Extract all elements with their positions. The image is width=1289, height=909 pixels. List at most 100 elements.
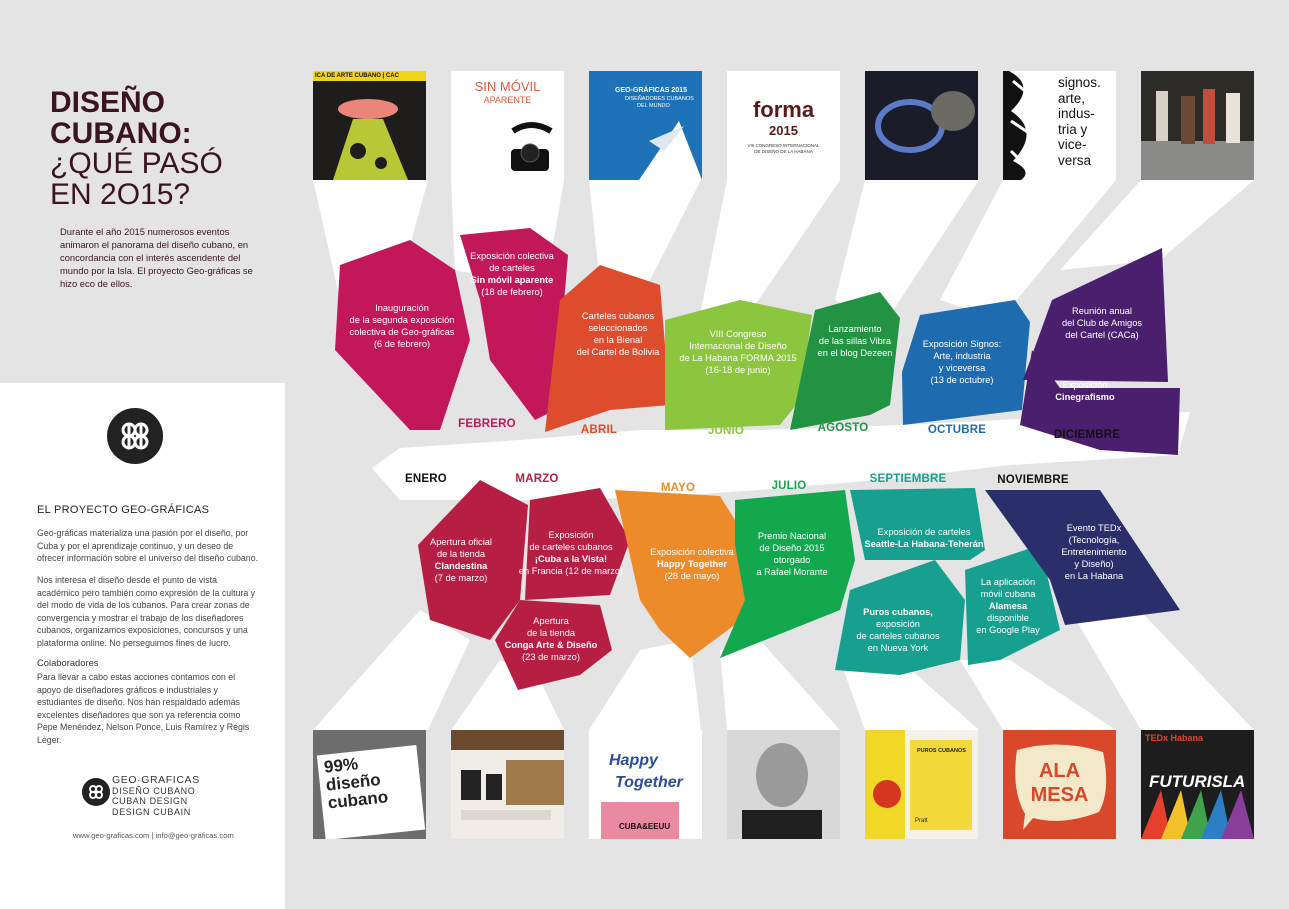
brand-sub-1: DISEÑO CUBANO xyxy=(112,785,196,796)
thumb-top-4-logo: forma xyxy=(752,97,815,122)
timeline-ribbon xyxy=(372,412,1190,500)
shape-junio xyxy=(665,300,812,430)
event-octubre: Exposición Signos: Arte, industria y vicev… xyxy=(922,339,1002,385)
thumb-bottom-5-poster: PUROS CUBANOS Pratt xyxy=(865,730,978,839)
month-diciembre: DICIEMBRE xyxy=(1053,429,1121,441)
month-noviembre: NOVIEMBRE xyxy=(997,474,1069,486)
thumb-top-2-title: SIN MÓVIL xyxy=(474,79,541,94)
shape-sept-2 xyxy=(835,560,965,675)
brand-name: GEO·GRAFICAS xyxy=(112,774,200,786)
thumb-top-3-poster: GEO-GRÁFICAS 2015 DISEÑADORES CUBANOS DE… xyxy=(589,71,702,180)
thumb-bottom-7-poster: TEDx Habana FUTURISLA xyxy=(1141,730,1254,839)
event-abril: Carteles cubanos seleccionados en la Biena… xyxy=(576,311,660,357)
project-title: EL PROYECTO GEO-GRÁFICAS xyxy=(37,504,210,516)
event-junio: VIII Congreso Internacional de Diseño de L… xyxy=(679,329,797,375)
thumb-bottom-3-title-2: Together xyxy=(615,774,683,791)
brand-sub-2: CUBAN DESIGN xyxy=(112,796,188,806)
thumb-top-1-poster: ICA DE ARTE CUBANO | CAC xyxy=(313,71,426,180)
event-febrero-2: Exposición colectiva de carteles Sin móvil… xyxy=(470,251,554,297)
month-octubre: OCTUBRE xyxy=(927,424,987,436)
title-line-3: ¿QUÉ PASÓ xyxy=(50,147,223,181)
shape-julio xyxy=(720,490,855,658)
thumb-top-2-subtitle: APARENTE xyxy=(483,95,532,105)
thumb-top-4-sub1: VIII CONGRESO INTERNACIONAL xyxy=(747,143,820,148)
shape-sept-3 xyxy=(965,545,1060,665)
shape-mayo xyxy=(615,490,760,658)
geo-graficas-logo-icon xyxy=(107,408,163,464)
project-paragraph-2: Nos interesa el diseño desde el punto de… xyxy=(37,575,256,648)
month-febrero: FEBRERO xyxy=(458,418,516,430)
month-enero: ENERO xyxy=(405,473,447,485)
shape-marzo-1 xyxy=(418,480,528,640)
connector-top-5 xyxy=(835,180,979,330)
event-noviembre: Evento TEDx (Tecnología, Entretenimiento y … xyxy=(1061,523,1127,581)
collaborators-text: Para llevar a cabo estas acciones contam… xyxy=(37,672,250,745)
thumb-top-4-sub2: DE DISEÑO DE LA HABANA xyxy=(754,149,813,154)
title-line-2: CUBANO: xyxy=(50,116,192,150)
thumb-bottom-3-caption: CUBA&EEUU xyxy=(619,822,671,831)
shape-octubre xyxy=(902,300,1030,425)
title-line-4: EN 2O15? xyxy=(50,177,191,211)
thumb-bottom-6-line2: MESA xyxy=(1030,784,1089,806)
shape-marzo-2 xyxy=(525,488,630,600)
connector-bottom-7 xyxy=(1070,600,1254,730)
project-panel xyxy=(0,383,285,909)
connector-bottom-1 xyxy=(313,610,470,730)
thumb-bottom-3-title-1: Happy xyxy=(609,752,658,769)
footer-links[interactable]: www.geo-graficas.com | info@geo-graficas… xyxy=(73,831,234,840)
thumb-bottom-7-title: TEDx Habana xyxy=(1145,733,1204,743)
phone-icon xyxy=(511,122,553,171)
thumb-top-3-sub2: DEL MUNDO xyxy=(637,103,670,109)
thumb-bottom-5-title: PUROS CUBANOS xyxy=(917,748,966,754)
connector-top-7 xyxy=(1060,180,1254,270)
month-mayo: MAYO xyxy=(660,482,696,494)
thumb-top-2-poster: SIN MÓVIL APARENTE xyxy=(451,71,564,180)
pattern-icon xyxy=(1003,71,1030,180)
thumb-bottom-6-line1: ALA xyxy=(1038,760,1081,782)
month-marzo: MARZO xyxy=(515,473,559,485)
connector-top-4 xyxy=(700,180,840,320)
shape-agosto xyxy=(790,292,900,430)
thumb-bottom-5-pratt: Pratt xyxy=(915,818,928,824)
project-paragraph-1: Geo-gráficas materializa una pasión por … xyxy=(37,528,259,564)
thumb-bottom-1-sign: 99% diseño cubano xyxy=(316,745,426,839)
event-septiembre-1: Exposición de carteles Seattle-La Habana-… xyxy=(864,527,984,549)
month-julio: JULIO xyxy=(771,480,807,492)
month-junio: JUNIO xyxy=(707,425,745,437)
shape-nov xyxy=(985,490,1180,625)
main-title: DISEÑO CUBANO: ¿QUÉ PASÓ EN 2O15? xyxy=(50,86,223,211)
signos-line-2: arte, xyxy=(1058,90,1086,106)
event-septiembre-2: Puros cubanos, exposición de carteles cuba… xyxy=(856,607,940,653)
event-septiembre-3: La aplicación móvil cubana Alamesa disponib… xyxy=(976,577,1040,635)
event-marzo-3: Apertura de la tienda Conga Arte & Diseño(… xyxy=(504,616,598,662)
signos-line-3: indus- xyxy=(1058,106,1095,121)
connector-top-6 xyxy=(940,180,1116,320)
event-marzo-1: Apertura oficial de la tienda Clandestina(… xyxy=(429,537,493,583)
shape-abril xyxy=(545,265,670,432)
shape-marzo-3 xyxy=(495,600,612,690)
signos-line-1: signos. xyxy=(1058,75,1101,90)
thumb-bottom-1-photo: 99% diseño cubano xyxy=(313,730,426,839)
brand-logo-icon xyxy=(82,778,110,806)
signos-line-5: vice- xyxy=(1058,137,1087,152)
signos-line-4: tria y xyxy=(1058,121,1088,137)
signos-line-6: versa xyxy=(1058,152,1092,168)
month-septiembre: SEPTIEMBRE xyxy=(869,473,947,485)
brand-sub-3: DESIGN CUBAIN xyxy=(112,806,191,817)
collaborators-title: Colaboradores xyxy=(37,657,99,668)
thumb-top-6-text: signos. arte, indus- tria y vice- versa xyxy=(1058,75,1101,168)
thumb-top-1-caption: ICA DE ARTE CUBANO | CAC xyxy=(313,71,426,81)
cup-icon xyxy=(601,802,679,839)
shape-febrero-1 xyxy=(335,240,470,430)
thumb-bottom-4-portrait xyxy=(727,730,840,839)
month-agosto: AGOSTO xyxy=(817,422,869,434)
thumb-bottom-7-caption: FUTURISLA xyxy=(1149,772,1246,791)
title-line-1: DISEÑO xyxy=(50,86,166,119)
connector-bottom-6 xyxy=(960,660,1116,730)
event-febrero-1: Inauguración de la segunda exposición cole… xyxy=(349,303,455,349)
shape-febrero-2 xyxy=(460,228,568,420)
thumb-top-4-poster: forma 2015 VIII CONGRESO INTERNACIONAL D… xyxy=(727,71,840,180)
rainbow-pattern xyxy=(1141,790,1254,839)
event-diciembre-2: Exposición Cinegrafismo xyxy=(1055,380,1115,402)
